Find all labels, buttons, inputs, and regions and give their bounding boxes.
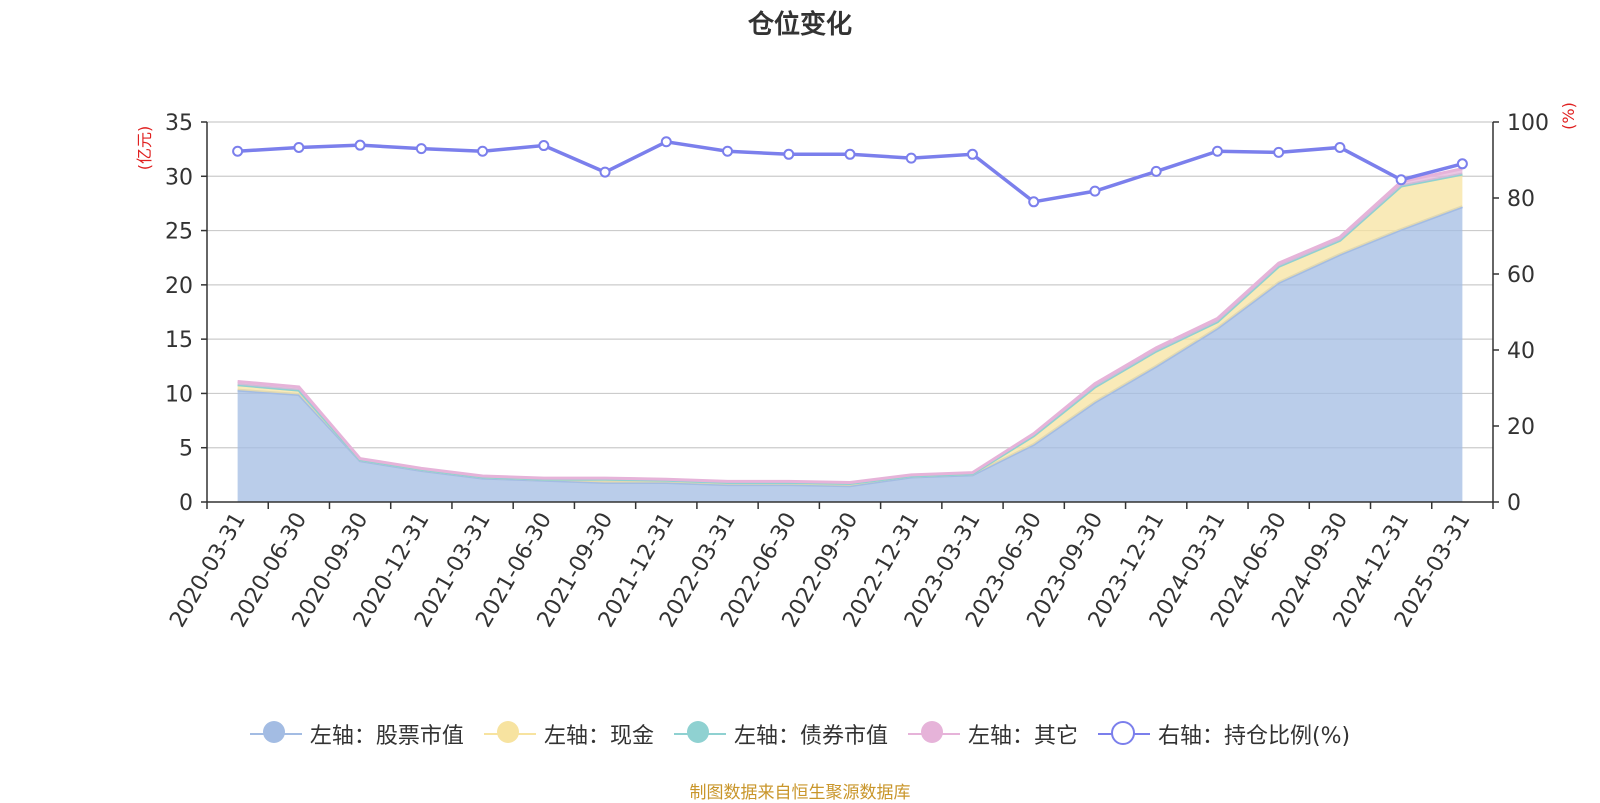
legend-label: 右轴：持仓比例(%) [1157,724,1351,749]
line-point [1089,185,1101,197]
line-point [783,148,795,160]
legend: 左轴：股票市值 左轴：现金 左轴：债券市值 左轴：其它 右轴：持仓比例(%) [0,718,1600,750]
right-tick-label: 80 [1507,187,1535,212]
right-tick-label: 100 [1507,111,1549,136]
area-左轴：股票市值 [237,206,1463,502]
line-point [905,152,917,164]
legend-marker-icon [907,721,960,747]
line-point [722,145,734,157]
legend-marker-icon [483,721,536,747]
legend-label: 左轴：债券市值 [733,724,888,749]
line-point [354,139,366,151]
legend-marker-icon [1097,721,1150,747]
legend-label: 左轴：现金 [543,724,654,749]
right-tick-label: 0 [1507,491,1521,516]
legend-marker-icon [673,721,726,747]
line-point [1334,141,1346,153]
right-tick-label: 20 [1507,415,1535,440]
legend-item[interactable]: 左轴：股票市值 [249,718,464,750]
legend-item[interactable]: 左轴：债券市值 [673,718,888,750]
line-point [599,166,611,178]
line-point [538,140,550,152]
right-tick-label: 40 [1507,339,1535,364]
line-point [844,148,856,160]
chart-title: 仓位变化 [747,10,852,40]
left-tick-label: 25 [165,220,193,245]
legend-item[interactable]: 左轴：现金 [483,718,654,750]
line-point [477,145,489,157]
right-tick-label: 60 [1507,263,1535,288]
line-point [1273,146,1285,158]
left-tick-label: 30 [165,165,193,190]
line-point [1150,165,1162,177]
line-point [1395,174,1407,186]
line-point [1028,196,1040,208]
left-tick-label: 0 [179,491,193,516]
left-tick-label: 20 [165,274,193,299]
line-point [966,148,978,160]
line-point [660,136,672,148]
legend-marker-icon [249,721,302,747]
line-point [232,145,244,157]
line-point [293,141,305,153]
source-note: 制图数据来自恒生聚源数据库 [689,783,911,803]
right-axis-unit: (%) [1559,102,1578,130]
line-point [1211,145,1223,157]
left-tick-label: 5 [179,437,193,462]
legend-item[interactable]: 左轴：其它 [907,718,1078,750]
legend-label: 左轴：股票市值 [309,724,464,749]
legend-item[interactable]: 右轴：持仓比例(%) [1097,718,1351,750]
legend-label: 左轴：其它 [967,724,1078,749]
line-point [415,143,427,155]
left-axis-unit: (亿元) [135,126,154,171]
area-line-左轴：其它 [237,167,1463,484]
left-tick-label: 10 [165,382,193,407]
left-tick-label: 15 [165,328,193,353]
left-tick-label: 35 [165,111,193,136]
line-point [1456,158,1468,170]
